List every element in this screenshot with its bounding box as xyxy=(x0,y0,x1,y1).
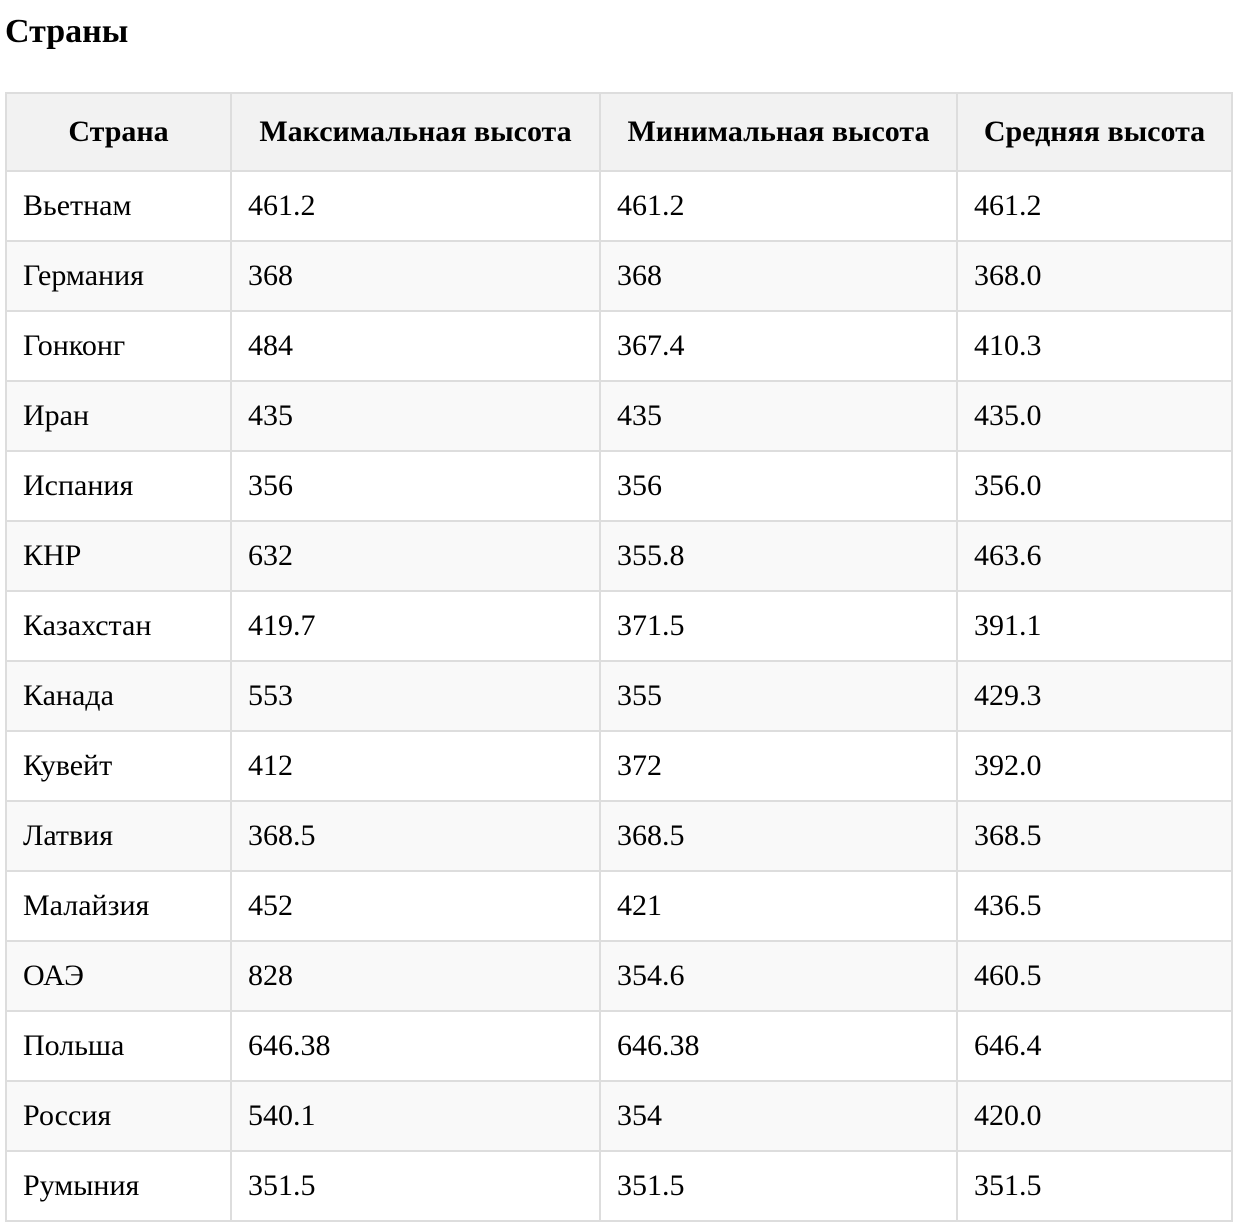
table-row: Казахстан 419.7 371.5 391.1 xyxy=(5,590,1233,662)
country-cell: Вьетнам xyxy=(5,170,232,242)
min-height-cell: 368.5 xyxy=(599,800,958,872)
table-row: Испания 356 356 356.0 xyxy=(5,450,1233,522)
table-row: Гонконг 484 367.4 410.3 xyxy=(5,310,1233,382)
max-height-cell: 553 xyxy=(230,660,601,732)
max-height-cell: 540.1 xyxy=(230,1080,601,1152)
country-cell: Иран xyxy=(5,380,232,452)
avg-height-cell: 429.3 xyxy=(956,660,1233,732)
column-header-avg-height: Средняя высота xyxy=(956,92,1233,172)
table-body: Вьетнам 461.2 461.2 461.2 Германия 368 3… xyxy=(5,170,1233,1222)
min-height-cell: 368 xyxy=(599,240,958,312)
country-cell: Малайзия xyxy=(5,870,232,942)
max-height-cell: 632 xyxy=(230,520,601,592)
table-row: Канада 553 355 429.3 xyxy=(5,660,1233,732)
max-height-cell: 412 xyxy=(230,730,601,802)
max-height-cell: 828 xyxy=(230,940,601,1012)
country-cell: Румыния xyxy=(5,1150,232,1222)
country-cell: Латвия xyxy=(5,800,232,872)
avg-height-cell: 435.0 xyxy=(956,380,1233,452)
country-cell: ОАЭ xyxy=(5,940,232,1012)
table-header-row: Страна Максимальная высота Минимальная в… xyxy=(5,92,1233,172)
country-cell: Канада xyxy=(5,660,232,732)
max-height-cell: 646.38 xyxy=(230,1010,601,1082)
country-cell: Казахстан xyxy=(5,590,232,662)
min-height-cell: 354 xyxy=(599,1080,958,1152)
min-height-cell: 355 xyxy=(599,660,958,732)
table-row: Латвия 368.5 368.5 368.5 xyxy=(5,800,1233,872)
max-height-cell: 452 xyxy=(230,870,601,942)
table-row: Германия 368 368 368.0 xyxy=(5,240,1233,312)
column-header-country: Страна xyxy=(5,92,232,172)
avg-height-cell: 460.5 xyxy=(956,940,1233,1012)
table-row: Румыния 351.5 351.5 351.5 xyxy=(5,1150,1233,1222)
min-height-cell: 435 xyxy=(599,380,958,452)
max-height-cell: 351.5 xyxy=(230,1150,601,1222)
min-height-cell: 356 xyxy=(599,450,958,522)
table-row: Иран 435 435 435.0 xyxy=(5,380,1233,452)
table-header: Страна Максимальная высота Минимальная в… xyxy=(5,92,1233,172)
avg-height-cell: 420.0 xyxy=(956,1080,1233,1152)
avg-height-cell: 368.0 xyxy=(956,240,1233,312)
min-height-cell: 646.38 xyxy=(599,1010,958,1082)
avg-height-cell: 463.6 xyxy=(956,520,1233,592)
country-cell: Испания xyxy=(5,450,232,522)
avg-height-cell: 646.4 xyxy=(956,1010,1233,1082)
avg-height-cell: 461.2 xyxy=(956,170,1233,242)
min-height-cell: 461.2 xyxy=(599,170,958,242)
min-height-cell: 351.5 xyxy=(599,1150,958,1222)
min-height-cell: 367.4 xyxy=(599,310,958,382)
avg-height-cell: 391.1 xyxy=(956,590,1233,662)
avg-height-cell: 410.3 xyxy=(956,310,1233,382)
avg-height-cell: 392.0 xyxy=(956,730,1233,802)
avg-height-cell: 436.5 xyxy=(956,870,1233,942)
country-cell: Германия xyxy=(5,240,232,312)
max-height-cell: 435 xyxy=(230,380,601,452)
max-height-cell: 368.5 xyxy=(230,800,601,872)
max-height-cell: 419.7 xyxy=(230,590,601,662)
avg-height-cell: 368.5 xyxy=(956,800,1233,872)
min-height-cell: 372 xyxy=(599,730,958,802)
page-title: Страны xyxy=(5,13,129,50)
table-row: Вьетнам 461.2 461.2 461.2 xyxy=(5,170,1233,242)
country-cell: Польша xyxy=(5,1010,232,1082)
max-height-cell: 356 xyxy=(230,450,601,522)
max-height-cell: 461.2 xyxy=(230,170,601,242)
column-header-min-height: Минимальная высота xyxy=(599,92,958,172)
min-height-cell: 354.6 xyxy=(599,940,958,1012)
min-height-cell: 355.8 xyxy=(599,520,958,592)
table-row: КНР 632 355.8 463.6 xyxy=(5,520,1233,592)
max-height-cell: 368 xyxy=(230,240,601,312)
country-cell: Россия xyxy=(5,1080,232,1152)
min-height-cell: 421 xyxy=(599,870,958,942)
table-row: Кувейт 412 372 392.0 xyxy=(5,730,1233,802)
country-cell: Кувейт xyxy=(5,730,232,802)
min-height-cell: 371.5 xyxy=(599,590,958,662)
table-row: Польша 646.38 646.38 646.4 xyxy=(5,1010,1233,1082)
countries-table: Страна Максимальная высота Минимальная в… xyxy=(5,92,1233,1222)
max-height-cell: 484 xyxy=(230,310,601,382)
table-row: ОАЭ 828 354.6 460.5 xyxy=(5,940,1233,1012)
country-cell: КНР xyxy=(5,520,232,592)
table-row: Россия 540.1 354 420.0 xyxy=(5,1080,1233,1152)
table-row: Малайзия 452 421 436.5 xyxy=(5,870,1233,942)
avg-height-cell: 356.0 xyxy=(956,450,1233,522)
country-cell: Гонконг xyxy=(5,310,232,382)
column-header-max-height: Максимальная высота xyxy=(230,92,601,172)
avg-height-cell: 351.5 xyxy=(956,1150,1233,1222)
